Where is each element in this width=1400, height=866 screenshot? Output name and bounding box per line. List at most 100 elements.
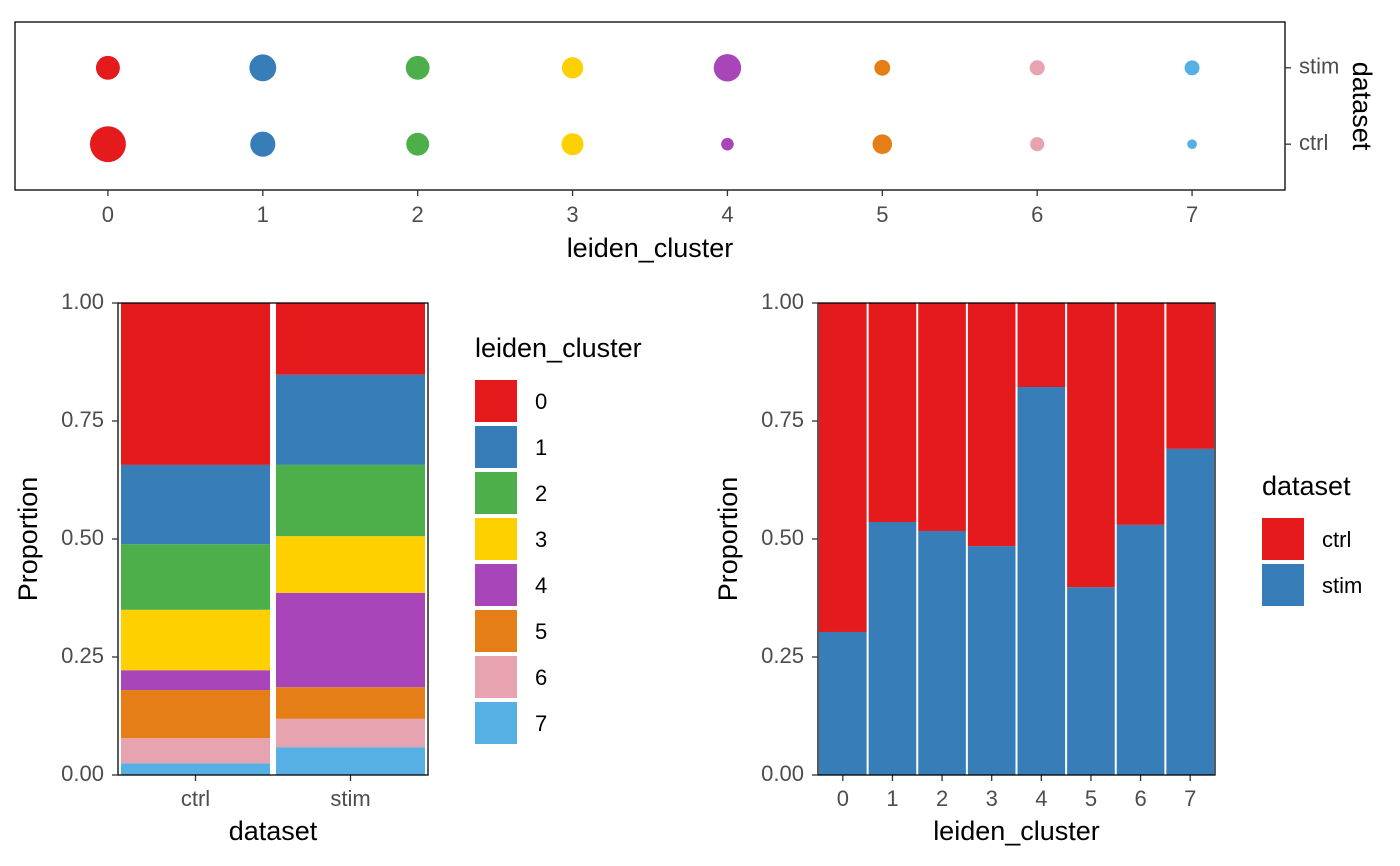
dot (89, 126, 126, 163)
panel-border (14, 21, 1286, 191)
legend-label: ctrl (1322, 527, 1351, 552)
y-tick-label: 0.50 (61, 525, 104, 550)
dot (1029, 60, 1045, 76)
x-axis-title: leiden_cluster (933, 816, 1100, 846)
bar-segment (121, 303, 270, 465)
dot (405, 55, 430, 80)
legend-key (475, 518, 517, 560)
x-tick-label: ctrl (181, 786, 210, 811)
dot (721, 137, 734, 151)
legend-key (1262, 518, 1304, 560)
bar-segment (276, 747, 425, 775)
bar-segment (276, 718, 425, 748)
bar-segment (1067, 587, 1115, 775)
bar-segment (918, 530, 966, 775)
legend-label: 6 (535, 665, 547, 690)
bar-segment (967, 546, 1016, 775)
dot (249, 54, 277, 82)
bar-segment (1017, 303, 1066, 388)
legend-key (475, 472, 517, 514)
dot (1187, 139, 1197, 150)
dot (1030, 137, 1045, 152)
dot (713, 54, 742, 82)
legend-key (475, 656, 517, 698)
x-tick-label: 0 (102, 202, 114, 227)
x-tick-label: 3 (986, 786, 998, 811)
x-tick-label: 7 (1184, 786, 1196, 811)
y-tick-label: stim (1299, 54, 1339, 79)
bar-segment (1067, 303, 1115, 588)
legend-label: 7 (535, 711, 547, 736)
legend-key (1262, 564, 1304, 606)
y-axis-title: Proportion (13, 477, 43, 602)
legend-label: 1 (535, 435, 547, 460)
dot (250, 131, 276, 157)
bar-segment (121, 763, 270, 775)
bar-segment (121, 544, 270, 610)
bar-segment (276, 464, 425, 537)
x-tick-label: 5 (876, 202, 888, 227)
y-tick-label: 0.75 (61, 407, 104, 432)
bar-segment (1166, 448, 1214, 775)
x-tick-label: 4 (1035, 786, 1047, 811)
legend-key (475, 426, 517, 468)
y-tick-label: 0.50 (761, 525, 804, 550)
x-tick-label: 6 (1031, 202, 1043, 227)
bar-segment (121, 670, 270, 691)
x-tick-label: 6 (1134, 786, 1146, 811)
legend-label: 2 (535, 481, 547, 506)
y-tick-label: 1.00 (761, 289, 804, 314)
x-tick-label: stim (330, 786, 370, 811)
bar-segment (1116, 524, 1165, 775)
bar-segment (121, 609, 270, 671)
y-axis-title: Proportion (713, 477, 743, 602)
bar-segment (276, 687, 425, 719)
dot (406, 132, 430, 156)
dot (561, 133, 584, 156)
y-tick-label: 0.75 (761, 407, 804, 432)
bar-segment (276, 303, 425, 375)
bar-segment (121, 738, 270, 764)
bar-segment (819, 303, 867, 632)
bar-segment (276, 536, 425, 593)
legend-key (475, 380, 517, 422)
x-tick-label: 7 (1186, 202, 1198, 227)
x-tick-label: 2 (936, 786, 948, 811)
legend-label: 5 (535, 619, 547, 644)
x-tick-label: 4 (721, 202, 733, 227)
bar-segment (121, 464, 270, 545)
dot (872, 134, 893, 154)
x-axis-title: leiden_cluster (567, 233, 734, 263)
legend-label: 4 (535, 573, 547, 598)
x-tick-label: 3 (566, 202, 578, 227)
bar-segment (1166, 303, 1214, 449)
legend-label: 0 (535, 389, 547, 414)
bar-segment (276, 374, 425, 465)
dot (1184, 60, 1200, 76)
legend-label: stim (1322, 573, 1362, 598)
legend-key (475, 610, 517, 652)
y-tick-label: 0.00 (61, 761, 104, 786)
legend-title: dataset (1262, 471, 1351, 501)
x-tick-label: 1 (257, 202, 269, 227)
x-axis-title: dataset (229, 816, 318, 846)
bar-segment (918, 303, 966, 531)
x-tick-label: 0 (837, 786, 849, 811)
x-tick-label: 5 (1085, 786, 1097, 811)
y-tick-label: 0.25 (61, 643, 104, 668)
legend-key (475, 702, 517, 744)
legend-key (475, 564, 517, 606)
bar-segment (868, 303, 917, 523)
x-tick-label: 2 (412, 202, 424, 227)
bar-segment (121, 690, 270, 739)
dot (561, 57, 584, 79)
legend-label: 3 (535, 527, 547, 552)
bar-segment (1017, 387, 1066, 775)
y-tick-label: 0.25 (761, 643, 804, 668)
bar-segment (868, 522, 917, 775)
y-tick-label: 0.00 (761, 761, 804, 786)
y-axis-title: dataset (1347, 62, 1377, 151)
x-tick-label: 1 (886, 786, 898, 811)
bar-segment (276, 592, 425, 688)
legend-title: leiden_cluster (475, 333, 642, 363)
